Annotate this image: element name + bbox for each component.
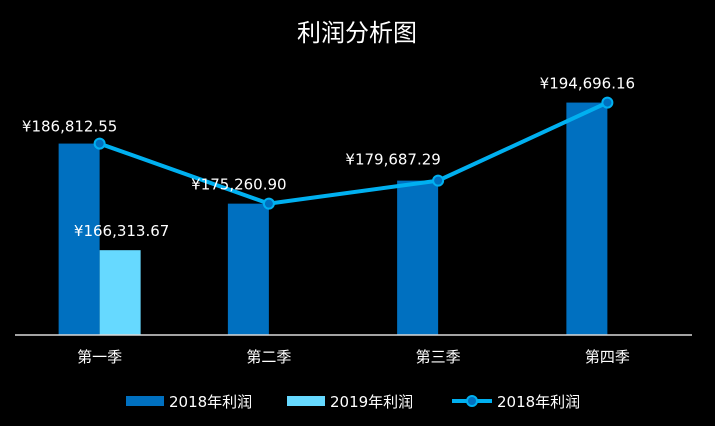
x-tick-label: 第一季 [77,348,122,366]
chart-title: 利润分析图 [297,19,417,47]
line-point [93,137,106,150]
bar-2018 [566,102,608,335]
bar-2018 [58,143,100,335]
x-tick-label: 第二季 [246,348,291,366]
line-series-2018 [98,100,609,206]
legend-swatch [126,396,164,406]
x-tick-label: 第四季 [585,348,630,366]
line-point [262,197,275,210]
line-point [432,174,445,187]
legend-label: 2018年利润 [497,393,580,411]
data-label-2018: ¥194,696.16 [540,75,635,93]
bar-2018 [397,180,439,335]
line-point [601,96,614,109]
legend-label: 2019年利润 [330,393,413,411]
bar-2018 [227,203,269,335]
x-tick-label: 第三季 [416,348,461,366]
legend-label: 2018年利润 [169,393,252,411]
data-label-2019: ¥166,313.67 [74,222,169,240]
legend: 2018年利润 2019年利润 2018年利润 [126,393,580,411]
data-label-2018: ¥179,687.29 [345,151,440,169]
data-label-2018: ¥186,812.55 [22,118,117,136]
legend-marker [466,395,478,407]
x-tick-labels: 第一季 第二季 第三季 第四季 [77,348,630,366]
data-label-2018: ¥175,260.90 [191,176,286,194]
bar-2019 [99,250,141,335]
legend-swatch [287,396,325,406]
plot-area: ¥186,812.55 ¥175,260.90 ¥179,687.29 ¥194,69… [22,75,635,335]
